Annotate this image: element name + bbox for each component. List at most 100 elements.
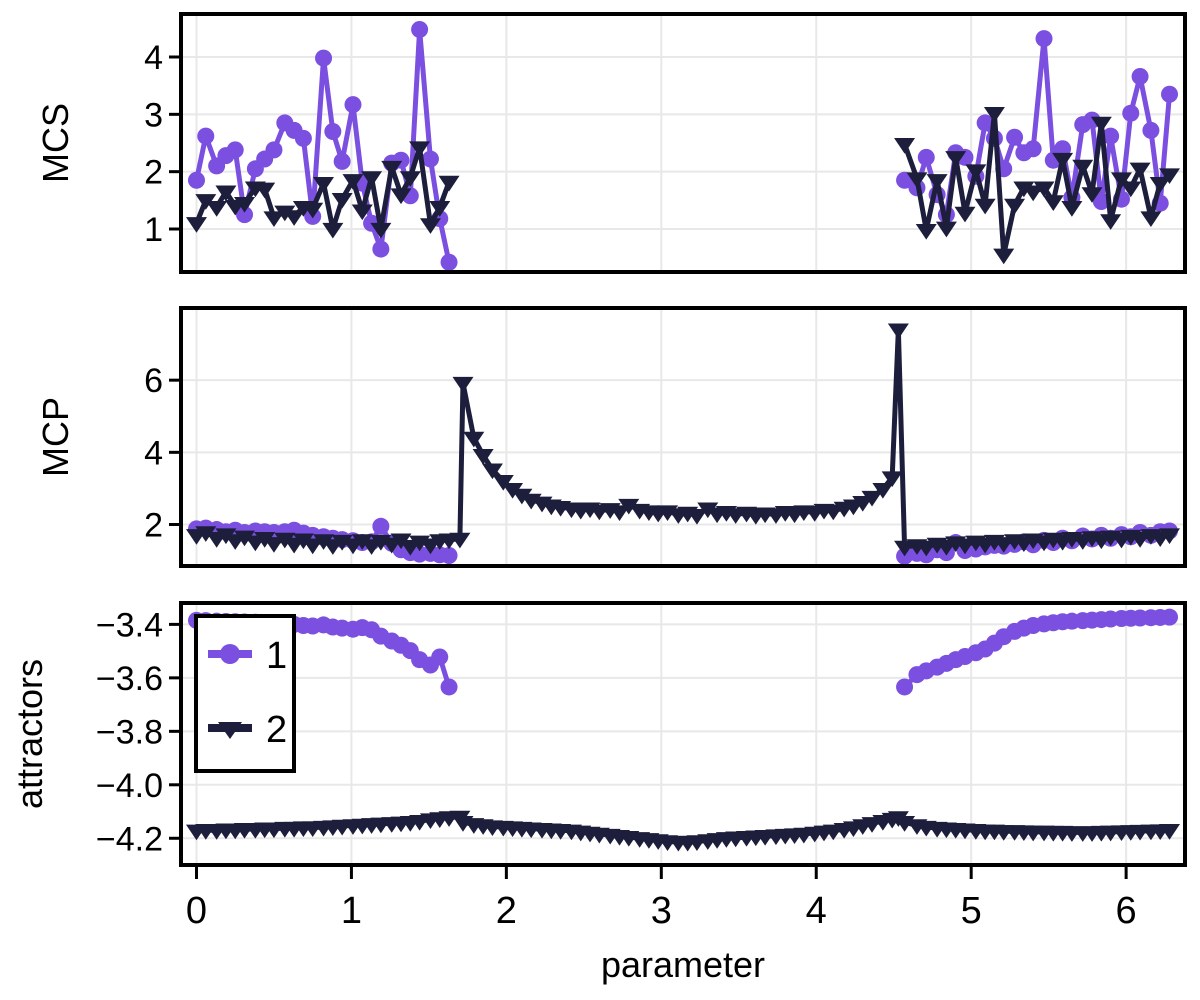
- marker-triangle-down: [463, 431, 485, 448]
- marker-triangle-down: [1159, 824, 1181, 840]
- marker-triangle-down: [954, 206, 976, 223]
- marker-triangle-down: [1022, 185, 1044, 202]
- marker-circle: [1161, 608, 1179, 626]
- series-group: [185, 323, 1181, 565]
- legend-entry-2[interactable]: 2: [208, 709, 287, 751]
- legend-marker-circle: [220, 644, 240, 664]
- xtick-label: 6: [1116, 890, 1137, 932]
- xtick-label: 5: [961, 890, 982, 932]
- marker-triangle-down: [283, 210, 305, 226]
- marker-circle: [344, 96, 362, 114]
- xtick-label: 3: [651, 890, 672, 932]
- marker-circle: [226, 141, 244, 159]
- xtick-label: 0: [186, 890, 207, 932]
- xtick-label: 4: [806, 890, 827, 932]
- marker-triangle-down: [502, 482, 524, 499]
- marker-triangle-down: [302, 202, 324, 219]
- marker-triangle-down: [331, 193, 353, 209]
- marker-triangle-down: [234, 530, 256, 547]
- series-2: [185, 810, 1181, 852]
- marker-triangle-down: [492, 475, 514, 491]
- yaxis-title: MCP: [35, 397, 76, 477]
- marker-triangle-down: [322, 222, 344, 239]
- marker-triangle-down: [263, 211, 285, 228]
- marker-triangle-down: [1061, 201, 1083, 217]
- marker-triangle-down: [686, 508, 708, 525]
- marker-triangle-down: [351, 204, 373, 221]
- ytick-label: 3: [144, 96, 163, 134]
- marker-triangle-down: [697, 502, 719, 519]
- marker-triangle-down: [452, 376, 474, 393]
- marker-triangle-down: [872, 482, 894, 499]
- marker-triangle-down: [1072, 159, 1094, 176]
- marker-circle: [1142, 121, 1160, 139]
- marker-triangle-down: [292, 533, 314, 550]
- marker-triangle-down: [1120, 181, 1142, 198]
- marker-triangle-down: [351, 534, 373, 550]
- ytick-label: −3.6: [96, 660, 163, 698]
- ytick-label: 1: [144, 211, 163, 249]
- marker-circle: [1161, 85, 1179, 103]
- marker-triangle-down: [1110, 172, 1132, 189]
- legend-entry-1[interactable]: 1: [208, 635, 287, 677]
- marker-triangle-down: [894, 540, 916, 557]
- marker-circle: [1122, 104, 1140, 122]
- legend-box: [194, 614, 296, 773]
- marker-circle: [440, 547, 458, 565]
- ytick-label: 4: [144, 39, 163, 77]
- marker-triangle-down: [399, 171, 421, 187]
- xaxis-title: parameter: [601, 944, 765, 985]
- marker-circle: [1092, 192, 1110, 210]
- marker-triangle-down: [511, 488, 533, 505]
- marker-circle: [440, 678, 458, 696]
- marker-triangle-down: [906, 172, 928, 189]
- marker-triangle-down: [472, 449, 494, 465]
- marker-triangle-down: [381, 160, 403, 177]
- marker-triangle-down: [1100, 214, 1122, 230]
- marker-circle: [197, 127, 215, 145]
- marker-circle: [896, 678, 914, 696]
- marker-circle: [1024, 140, 1042, 158]
- panel-background: [181, 308, 1185, 566]
- marker-triangle-down: [1013, 181, 1035, 198]
- marker-triangle-down: [915, 223, 937, 240]
- series-group: [185, 20, 1181, 271]
- marker-triangle-down: [263, 537, 285, 553]
- marker-circle: [315, 49, 333, 67]
- marker-triangle-down: [1129, 162, 1151, 179]
- marker-circle: [372, 240, 390, 258]
- marker-triangle-down: [361, 171, 383, 187]
- panel-frame: [179, 12, 1187, 274]
- ytick-label: −3.8: [96, 713, 163, 751]
- marker-triangle-down: [1004, 198, 1026, 215]
- marker-triangle-down: [342, 174, 364, 190]
- marker-triangle-down: [195, 194, 217, 210]
- marker-circle: [1006, 128, 1024, 146]
- marker-circle: [236, 206, 254, 224]
- marker-triangle-down: [429, 201, 451, 217]
- ytick-label: 2: [144, 507, 163, 545]
- marker-triangle-down: [618, 498, 640, 515]
- marker-triangle-down: [449, 532, 471, 549]
- ytick-label: −4.0: [96, 767, 163, 805]
- legend-label: 1: [266, 635, 287, 677]
- marker-triangle-down: [945, 151, 967, 167]
- marker-circle: [917, 148, 935, 166]
- series-2: [185, 323, 1181, 557]
- ytick-label: 2: [144, 154, 163, 192]
- marker-triangle-down: [1159, 528, 1181, 545]
- marker-circle: [421, 150, 439, 168]
- marker-triangle-down: [1159, 168, 1181, 185]
- marker-circle: [1102, 127, 1120, 145]
- legend[interactable]: 12: [194, 614, 296, 773]
- marker-triangle-down: [1052, 152, 1074, 169]
- marker-triangle-down: [1149, 176, 1171, 193]
- ytick-label: −3.4: [96, 606, 163, 644]
- marker-triangle-down: [215, 185, 237, 202]
- panel-panel-mcp: 2 4 6 MCP: [35, 306, 1187, 568]
- marker-circle: [1131, 67, 1149, 85]
- marker-triangle-down: [438, 175, 460, 192]
- marker-circle: [333, 152, 351, 170]
